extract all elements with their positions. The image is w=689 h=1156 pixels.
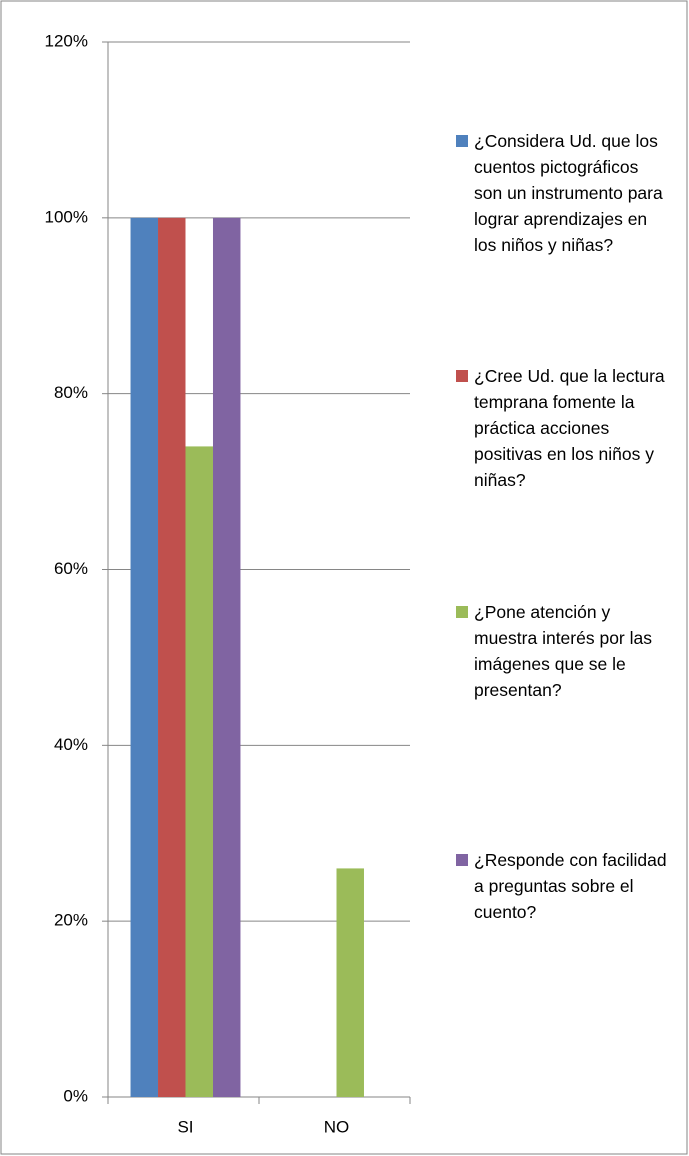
legend-label: ¿Responde con facilidad a preguntas sobr…: [474, 850, 667, 922]
y-tick-label: 60%: [54, 559, 88, 578]
legend-swatch: [456, 135, 468, 147]
legend-swatch: [456, 854, 468, 866]
x-tick-label: SI: [177, 1117, 193, 1136]
legend-entry: ¿Responde con facilidad a preguntas sobr…: [456, 847, 671, 925]
y-tick-label: 40%: [54, 735, 88, 754]
y-tick-label: 100%: [45, 207, 88, 226]
legend-label: ¿Considera Ud. que los cuentos pictográf…: [474, 131, 663, 255]
bar: [185, 446, 213, 1098]
bar: [336, 868, 364, 1097]
x-tick-label: NO: [324, 1117, 350, 1136]
bar: [130, 217, 159, 1098]
bar: [212, 217, 241, 1098]
y-tick-label: 0%: [63, 1086, 88, 1105]
legend-swatch: [456, 606, 468, 618]
legend-entry: ¿Cree Ud. que la lectura temprana foment…: [456, 363, 671, 493]
y-tick-label: 120%: [45, 31, 88, 50]
y-tick-label: 80%: [54, 383, 88, 402]
bar: [158, 217, 186, 1098]
legend-label: ¿Cree Ud. que la lectura temprana foment…: [474, 366, 665, 490]
legend-swatch: [456, 370, 468, 382]
legend-entry: ¿Pone atención y muestra interés por las…: [456, 599, 671, 703]
y-tick-label: 20%: [54, 911, 88, 930]
legend-entry: ¿Considera Ud. que los cuentos pictográf…: [456, 128, 671, 258]
legend-label: ¿Pone atención y muestra interés por las…: [474, 602, 652, 700]
